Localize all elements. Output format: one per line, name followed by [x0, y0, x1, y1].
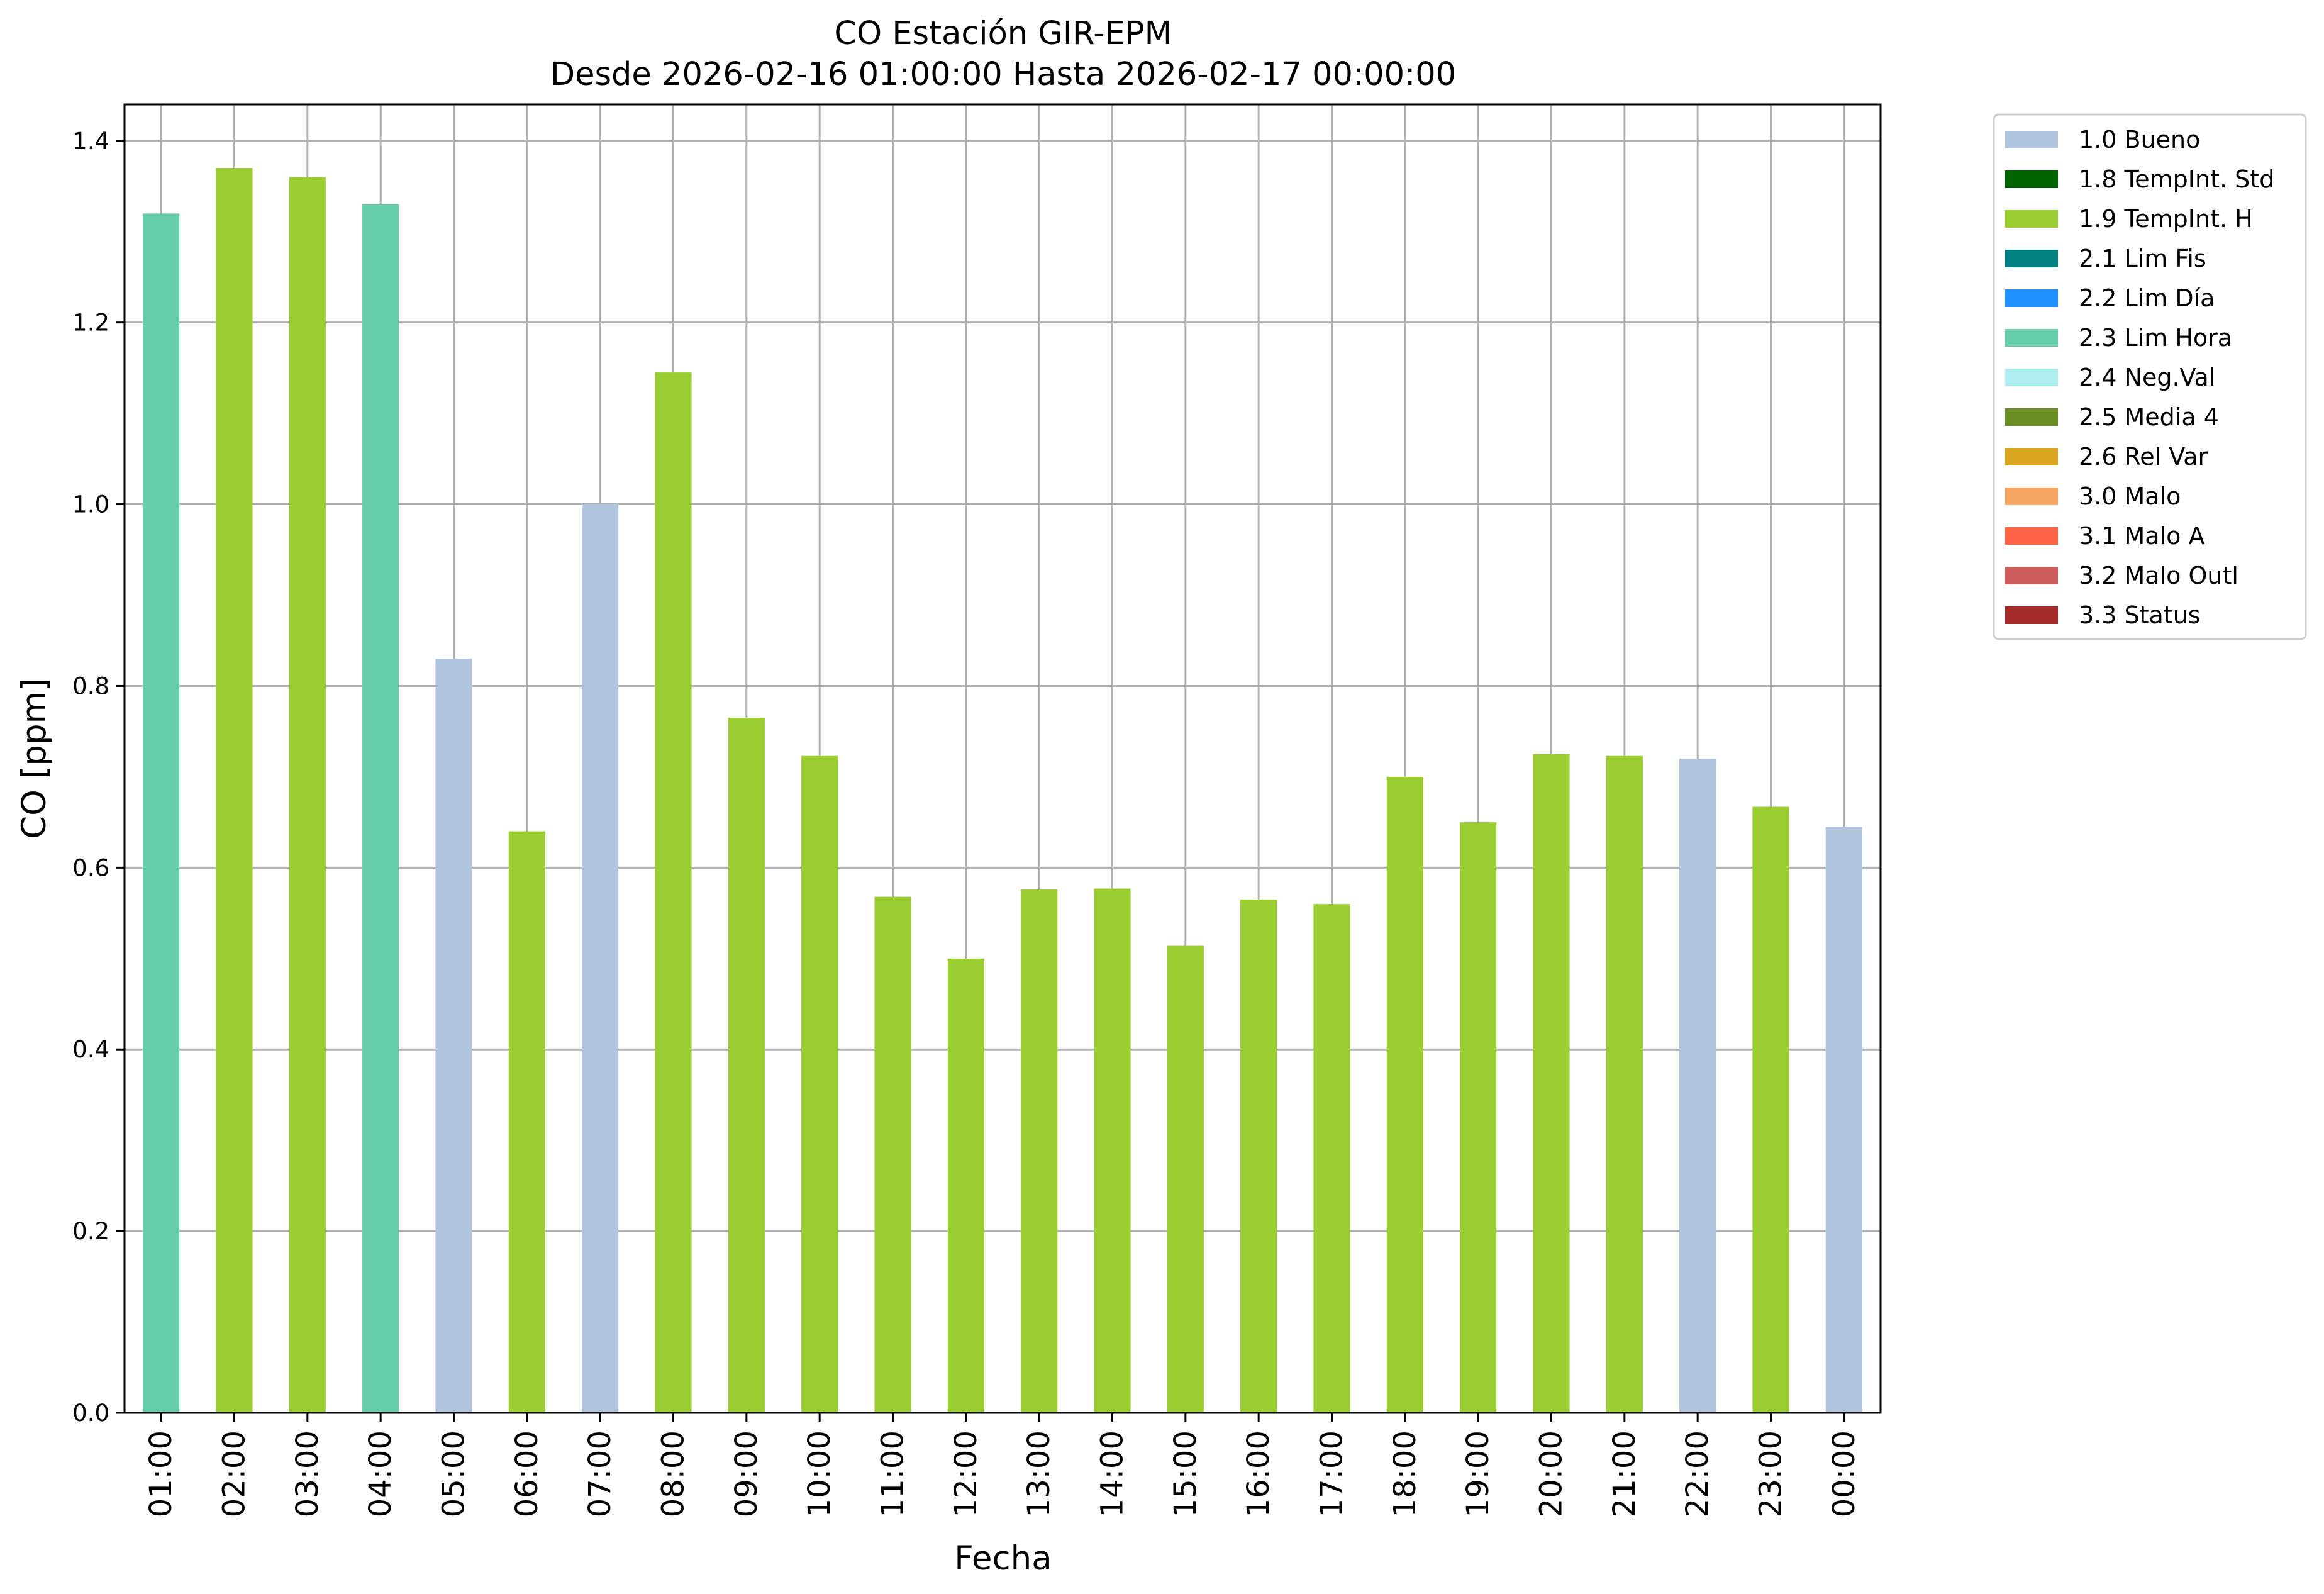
- bar-0600: [508, 831, 545, 1413]
- bar-1400: [1094, 888, 1131, 1413]
- bar-1000: [801, 755, 838, 1413]
- bar-1700: [1313, 904, 1350, 1413]
- bar-0800: [655, 372, 692, 1413]
- bar-1200: [947, 958, 984, 1413]
- bar-0400: [362, 204, 399, 1413]
- x-tick-label: 02:00: [217, 1430, 252, 1517]
- legend-swatch: [2005, 408, 2058, 426]
- bar-2200: [1679, 759, 1716, 1413]
- x-tick-label: 00:00: [1826, 1430, 1862, 1517]
- legend-label: 3.1 Malo A: [2079, 522, 2204, 550]
- x-tick-label: 17:00: [1315, 1430, 1350, 1517]
- x-tick-label: 11:00: [876, 1430, 911, 1517]
- bar-1900: [1460, 822, 1497, 1413]
- x-axis-label: Fecha: [954, 1539, 1052, 1578]
- legend-frame: [1993, 113, 2307, 640]
- x-tick-label: 20:00: [1534, 1430, 1569, 1517]
- legend-swatch: [2005, 527, 2058, 545]
- legend-label: 2.6 Rel Var: [2079, 443, 2208, 471]
- legend-label: 2.3 Lim Hora: [2079, 324, 2232, 352]
- y-tick-label: 0.2: [72, 1218, 109, 1245]
- legend-label: 1.8 TempInt. Std: [2079, 165, 2274, 193]
- legend-swatch: [2005, 289, 2058, 307]
- bar-0300: [289, 177, 326, 1413]
- y-tick-label: 1.0: [72, 491, 109, 518]
- bar-0200: [216, 168, 253, 1413]
- legend-label: 3.0 Malo: [2079, 482, 2181, 510]
- legend-label: 3.2 Malo Outl: [2079, 562, 2238, 589]
- y-tick-label: 0.8: [72, 672, 109, 699]
- legend-swatch: [2005, 488, 2058, 505]
- x-tick-label: 21:00: [1607, 1430, 1642, 1517]
- x-tick-label: 10:00: [802, 1430, 837, 1517]
- bar-2300: [1752, 806, 1789, 1413]
- x-tick-label: 14:00: [1095, 1430, 1130, 1517]
- legend-swatch: [2005, 567, 2058, 584]
- x-tick-label: 04:00: [363, 1430, 398, 1517]
- legend-label: 2.2 Lim Día: [2079, 284, 2215, 312]
- y-axis-ticks: 0.0 0.2 0.4 0.6 0.8 1.0 1.2 1.4: [72, 128, 125, 1427]
- plot-frame: [123, 103, 1882, 1414]
- bar-1500: [1167, 945, 1204, 1413]
- legend-swatch: [2005, 606, 2058, 624]
- legend-swatch: [2005, 329, 2058, 347]
- chart-subtitle: Desde 2026-02-16 01:00:00 Hasta 2026-02-…: [550, 56, 1456, 93]
- legend-swatch: [2005, 170, 2058, 188]
- x-tick-label: 09:00: [729, 1430, 764, 1517]
- x-tick-label: 05:00: [436, 1430, 472, 1517]
- y-tick-label: 0.4: [72, 1036, 109, 1063]
- legend-label: 2.4 Neg.Val: [2079, 364, 2215, 391]
- y-axis-label: CO [ppm]: [15, 678, 53, 839]
- bar-2000: [1533, 754, 1570, 1413]
- legend-swatch: [2005, 448, 2058, 465]
- legend-swatch: [2005, 250, 2058, 267]
- bar-1300: [1021, 889, 1058, 1413]
- legend-label: 3.3 Status: [2079, 601, 2201, 629]
- x-tick-label: 18:00: [1387, 1430, 1423, 1517]
- bar-2100: [1606, 755, 1643, 1413]
- x-tick-label: 16:00: [1241, 1430, 1276, 1517]
- x-tick-label: 03:00: [290, 1430, 325, 1517]
- x-tick-label: 23:00: [1754, 1430, 1789, 1517]
- bar-0700: [582, 504, 619, 1413]
- x-tick-label: 06:00: [509, 1430, 545, 1517]
- x-tick-label: 08:00: [656, 1430, 691, 1517]
- bar-0100: [143, 213, 180, 1413]
- y-tick-label: 1.4: [72, 128, 109, 155]
- bar-0500: [435, 659, 472, 1413]
- bar-0000: [1825, 827, 1862, 1413]
- x-tick-label: 19:00: [1460, 1430, 1496, 1517]
- legend-label: 1.9 TempInt. H: [2079, 205, 2253, 233]
- x-tick-label: 22:00: [1680, 1430, 1715, 1517]
- legend-swatch: [2005, 131, 2058, 148]
- chart-title: CO Estación GIR-EPM: [834, 15, 1172, 52]
- y-tick-label: 0.0: [72, 1400, 109, 1427]
- x-tick-label: 15:00: [1168, 1430, 1203, 1517]
- y-tick-label: 0.6: [72, 854, 109, 881]
- bar-1600: [1240, 899, 1277, 1413]
- x-tick-label: 07:00: [582, 1430, 618, 1517]
- legend-swatch: [2005, 210, 2058, 228]
- bar-1800: [1386, 776, 1423, 1413]
- legend-label: 2.5 Media 4: [2079, 403, 2219, 431]
- x-tick-label: 12:00: [948, 1430, 984, 1517]
- legend-label: 2.1 Lim Fis: [2079, 245, 2206, 272]
- bar-1100: [874, 896, 911, 1413]
- x-axis-ticks: 01:00 02:00 03:00 04:00 05:00 06:00 07:00 08:00…: [143, 1413, 1862, 1517]
- legend-swatch: [2005, 369, 2058, 386]
- y-tick-label: 1.2: [72, 309, 109, 337]
- bar-0900: [728, 718, 765, 1413]
- x-tick-label: 01:00: [143, 1430, 179, 1517]
- legend: 1.0 Bueno 1.8 TempInt. Std 1.9 TempInt. H 2…: [1993, 113, 2307, 640]
- x-tick-label: 13:00: [1021, 1430, 1057, 1517]
- legend-label: 1.0 Bueno: [2079, 126, 2200, 153]
- bars-group: [143, 168, 1862, 1413]
